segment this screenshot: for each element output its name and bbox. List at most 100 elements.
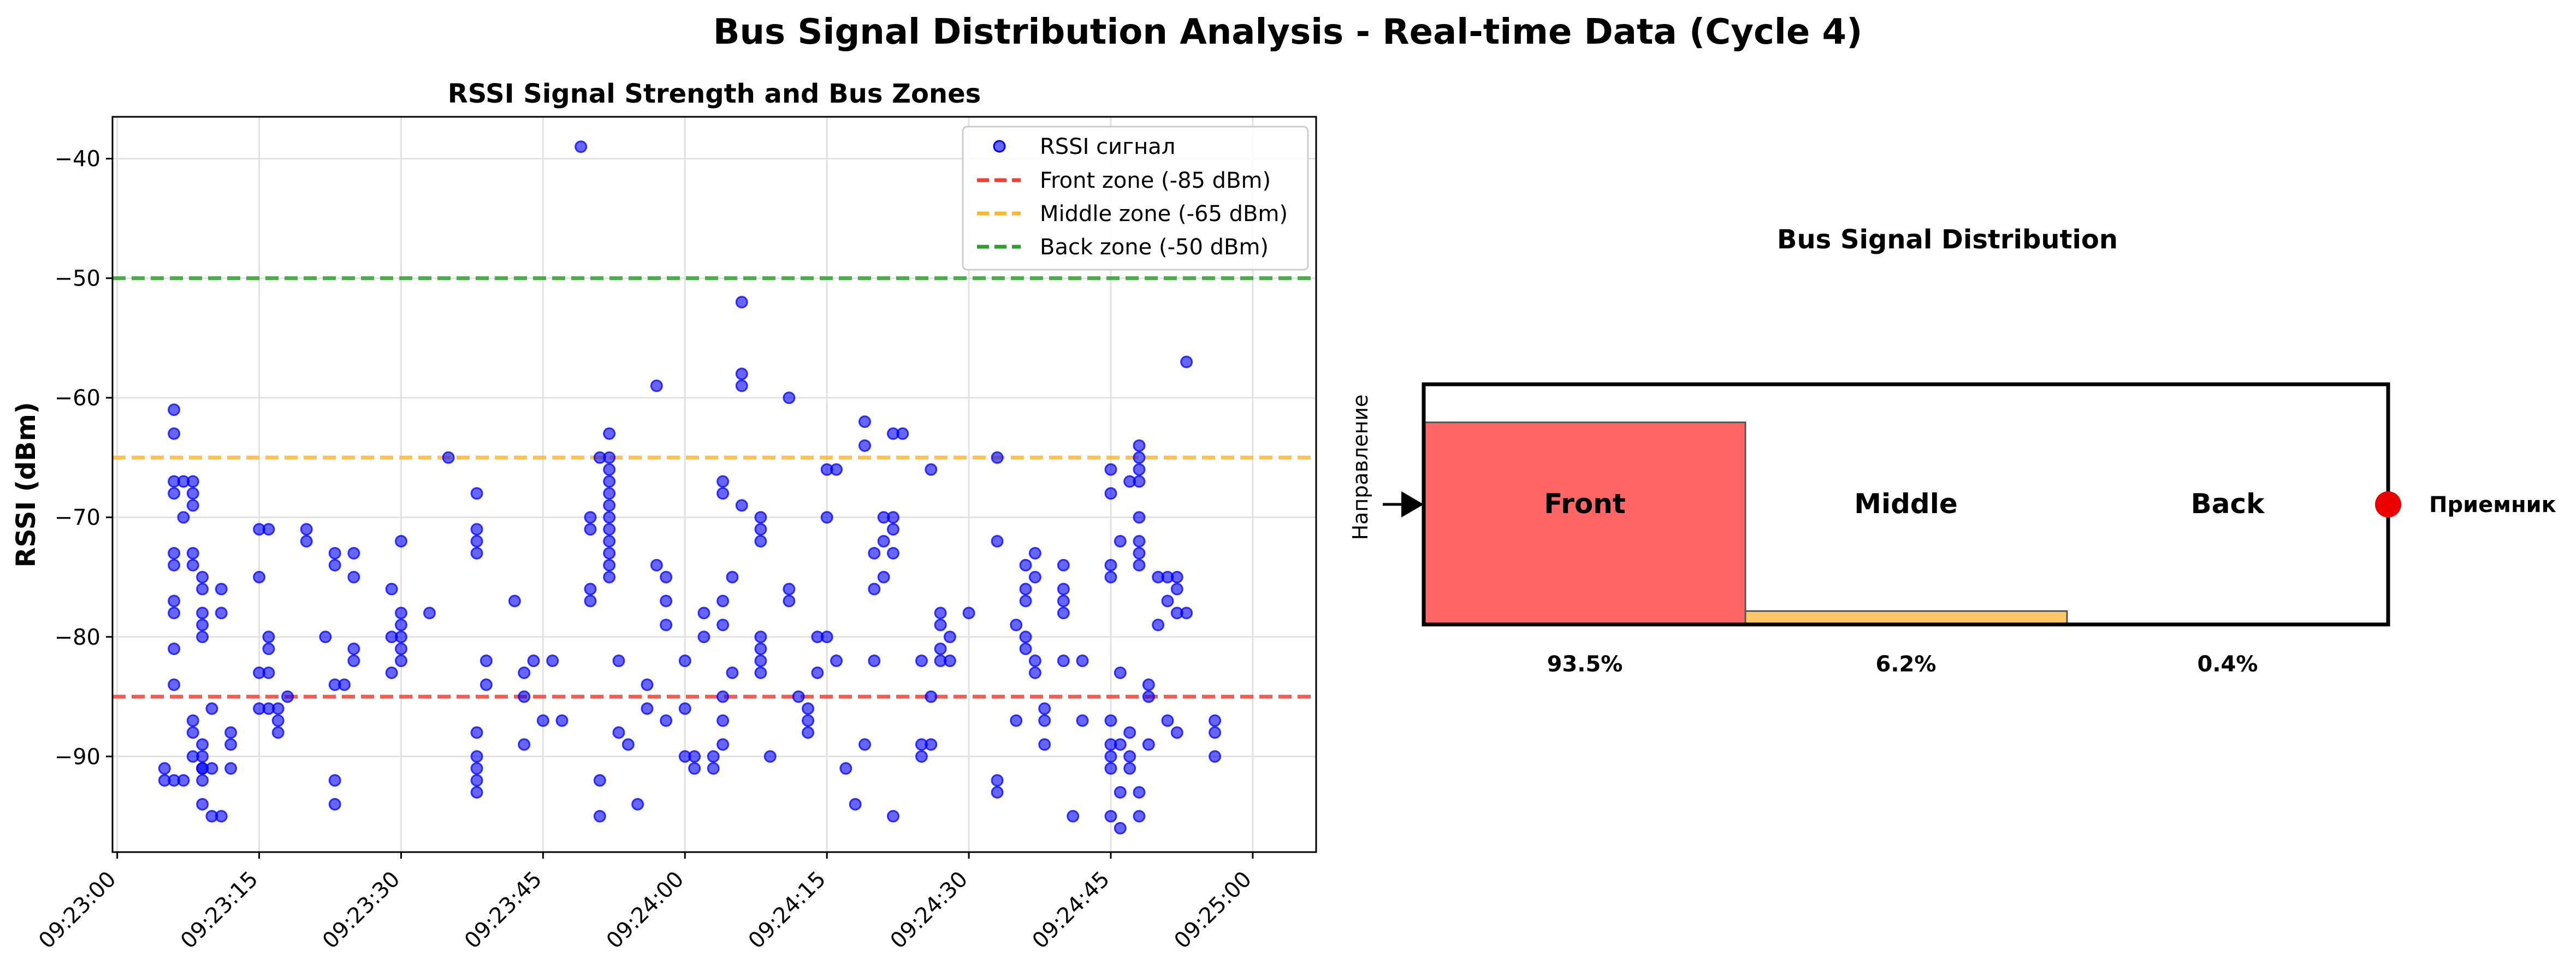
rssi-point [754,535,767,548]
rssi-point [754,523,767,536]
rssi-point [678,702,691,715]
rssi-point [328,798,341,811]
rssi-point [603,463,616,476]
rssi-point [205,762,218,775]
rssi-point [1104,558,1117,572]
rssi-point [1028,666,1041,679]
rssi-point [886,523,899,536]
rssi-point [394,642,407,656]
rssi-point [1038,702,1051,715]
rssi-point [394,535,407,548]
rssi-point [1076,654,1089,668]
rssi-point [385,666,398,679]
rssi-point [470,762,483,775]
rssi-point [168,606,181,620]
x-tick-label: 09:25:00 [1169,867,1257,954]
rssi-point [1114,738,1127,751]
rssi-point [991,535,1004,548]
rssi-point [697,606,710,620]
rssi-point [1142,690,1155,703]
rssi-point [584,582,597,596]
zone-label-front: Front [1544,488,1625,520]
rssi-point [1114,535,1127,548]
rssi-point [546,654,559,668]
legend-label-middle: Middle zone (-65 dBm) [1040,201,1288,227]
rssi-point [196,738,209,751]
percent-label-middle: 6.2% [1876,652,1937,677]
rssi-point [868,582,881,596]
rssi-point [650,558,663,572]
rssi-point [575,140,588,153]
rssi-point [1104,570,1117,584]
rssi-plot-frame [111,116,1317,853]
rssi-point [1133,810,1146,823]
rssi-point [300,523,313,536]
y-tick-label: −40 [55,147,100,172]
rssi-point [442,451,455,464]
rssi-point [300,535,313,548]
rssi-point [858,415,871,429]
rssi-point [470,750,483,763]
rssi-point [612,726,625,739]
rssi-point [555,714,569,727]
rssi-point [716,475,730,488]
rssi-point [158,762,171,775]
rssi-point [962,606,975,620]
rssi-point [783,594,796,608]
rssi-point [716,618,730,632]
rssi-point [593,774,606,787]
rssi-point [224,726,238,739]
rssi-point [603,523,616,536]
rssi-point [347,654,360,668]
rssi-point [518,666,531,679]
y-tick-label: −50 [55,266,100,291]
rssi-point [1067,810,1080,823]
rssi-point [168,558,181,572]
x-tick-label: 09:23:45 [460,867,547,954]
rssi-point [1057,582,1070,596]
rssi-point [1209,726,1222,739]
rssi-point [1038,738,1051,751]
rssi-point [168,427,181,440]
rssi-point [470,523,483,536]
rssi-point [168,642,181,656]
rssi-point [319,630,332,644]
legend-marker-rssi [993,140,1006,153]
legend-box [962,126,1309,271]
rssi-point [716,690,730,703]
rssi-point [783,582,796,596]
rssi-point [168,487,181,500]
rssi-point [688,750,701,763]
rssi-point [1133,546,1146,560]
rssi-point [641,678,654,691]
rssi-point [196,774,209,787]
rssi-point [1123,750,1136,763]
rssi-point [1010,714,1023,727]
rssi-point [802,726,815,739]
rssi-point [1123,762,1136,775]
rssi-point [763,750,777,763]
rssi-point [584,523,597,536]
rssi-point [716,487,730,500]
rssi-point [196,630,209,644]
rssi-point [385,582,398,596]
rssi-point [716,738,730,751]
rssi-point [1019,594,1032,608]
rssi-point [196,798,209,811]
rssi-point [839,762,852,775]
rssi-point [612,654,625,668]
rssi-point [271,726,285,739]
rssi-point [603,475,616,488]
rssi-point [1123,726,1136,739]
receiver-icon [2375,491,2401,517]
rssi-point [811,666,824,679]
x-tick-label: 09:24:15 [744,867,831,954]
rssi-point [328,546,341,560]
rssi-point [215,810,228,823]
rssi-point [830,654,843,668]
rssi-point [394,606,407,620]
rssi-point [641,702,654,715]
rssi-point [896,427,909,440]
rssi-point [934,642,947,656]
rssi-point [1028,546,1041,560]
